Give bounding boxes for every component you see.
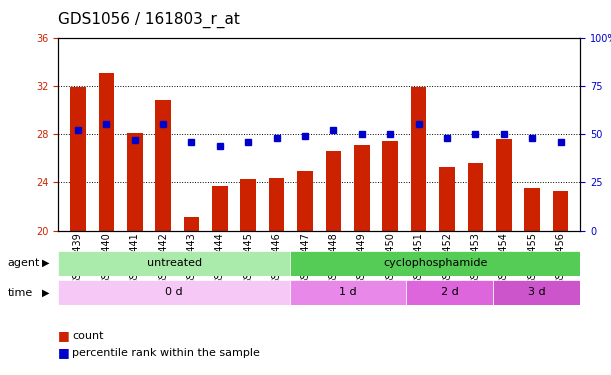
Bar bbox=[524, 188, 540, 231]
Bar bbox=[290, 251, 580, 276]
Text: 0 d: 0 d bbox=[166, 287, 183, 297]
Bar bbox=[406, 280, 494, 304]
Bar bbox=[496, 139, 511, 231]
Bar bbox=[467, 163, 483, 231]
Bar bbox=[297, 171, 313, 231]
Bar bbox=[290, 280, 406, 304]
Text: ▶: ▶ bbox=[42, 258, 49, 268]
Text: ■: ■ bbox=[58, 329, 70, 342]
Bar bbox=[326, 151, 342, 231]
Text: ■: ■ bbox=[58, 346, 70, 359]
Text: 1 d: 1 d bbox=[340, 287, 357, 297]
Bar bbox=[184, 217, 199, 231]
Text: 2 d: 2 d bbox=[441, 287, 459, 297]
Bar bbox=[58, 280, 290, 304]
Text: 3 d: 3 d bbox=[528, 287, 546, 297]
Bar bbox=[269, 177, 285, 231]
Text: untreated: untreated bbox=[147, 258, 202, 268]
Bar bbox=[212, 186, 228, 231]
Text: percentile rank within the sample: percentile rank within the sample bbox=[72, 348, 260, 357]
Bar bbox=[127, 133, 142, 231]
Text: GDS1056 / 161803_r_at: GDS1056 / 161803_r_at bbox=[58, 12, 240, 28]
Text: agent: agent bbox=[7, 258, 40, 268]
Bar bbox=[382, 141, 398, 231]
Text: ▶: ▶ bbox=[42, 288, 49, 297]
Bar bbox=[354, 145, 370, 231]
Text: count: count bbox=[72, 331, 104, 340]
Bar bbox=[553, 191, 568, 231]
Bar bbox=[241, 179, 256, 231]
Bar bbox=[70, 87, 86, 231]
Bar bbox=[58, 251, 290, 276]
Bar bbox=[439, 166, 455, 231]
Bar bbox=[494, 280, 580, 304]
Bar bbox=[411, 87, 426, 231]
Text: time: time bbox=[7, 288, 32, 297]
Text: cyclophosphamide: cyclophosphamide bbox=[383, 258, 488, 268]
Bar bbox=[98, 72, 114, 231]
Bar bbox=[155, 100, 171, 231]
